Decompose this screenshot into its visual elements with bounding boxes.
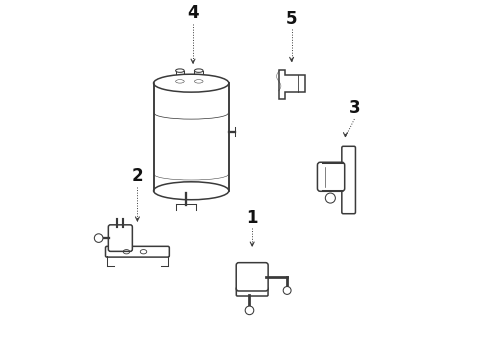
Ellipse shape [175,69,184,72]
Text: 5: 5 [286,10,297,28]
Circle shape [95,234,103,242]
Ellipse shape [175,80,184,83]
Text: 1: 1 [246,209,258,227]
FancyBboxPatch shape [342,146,355,214]
Ellipse shape [195,80,203,83]
FancyBboxPatch shape [108,225,132,251]
Ellipse shape [153,74,229,92]
FancyBboxPatch shape [236,287,268,296]
Polygon shape [279,70,304,99]
Ellipse shape [195,69,203,72]
FancyBboxPatch shape [318,162,344,191]
FancyBboxPatch shape [236,263,268,291]
Text: 3: 3 [348,99,360,117]
Circle shape [325,193,335,203]
Circle shape [245,306,254,315]
Bar [153,83,229,191]
Circle shape [283,287,291,294]
Text: 2: 2 [132,167,143,185]
FancyBboxPatch shape [105,246,170,257]
Ellipse shape [153,182,229,200]
Text: 4: 4 [187,4,199,22]
